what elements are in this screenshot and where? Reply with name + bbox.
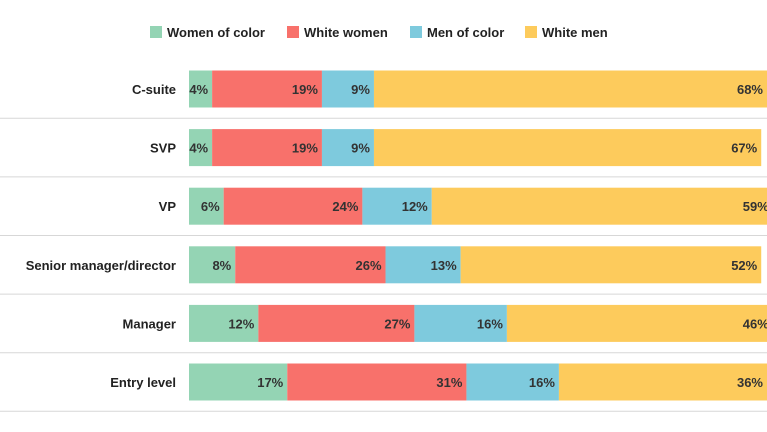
bar-segment-white-women	[258, 304, 415, 342]
bar-segment-women-of-color	[189, 363, 288, 401]
category-label: Manager	[123, 316, 176, 331]
bar-segment-white-men	[558, 363, 767, 401]
value-label: 68%	[737, 82, 763, 97]
value-label: 19%	[292, 82, 318, 97]
value-label: 9%	[351, 141, 370, 156]
legend-swatch-white-women	[287, 26, 299, 38]
bar-segment-women-of-color	[189, 246, 236, 284]
bar-segment-men-of-color	[321, 70, 374, 108]
value-label: 16%	[529, 375, 555, 390]
value-label: 12%	[402, 199, 428, 214]
value-label: 16%	[477, 316, 503, 331]
legend: Women of color White women Men of color Whi…	[150, 25, 608, 40]
chart-rows: C-suite 4% 19% 9% 68% SVP 4% 19% 9% 67% VP 6% 24% 12%…	[0, 70, 767, 412]
bar-segment-white-women	[212, 129, 322, 167]
bar-row-vp: VP 6% 24% 12% 59%	[0, 187, 767, 236]
value-label: 4%	[189, 141, 208, 156]
legend-label-men-of-color: Men of color	[427, 25, 504, 40]
value-label: 46%	[743, 316, 767, 331]
bar-segment-white-men	[460, 246, 762, 284]
value-label: 26%	[355, 258, 381, 273]
legend-swatch-white-men	[525, 26, 537, 38]
value-label: 17%	[257, 375, 283, 390]
bar-row-svp: SVP 4% 19% 9% 67%	[0, 129, 767, 178]
bar-segment-women-of-color	[189, 70, 213, 108]
bar-segment-women-of-color	[189, 187, 224, 225]
bar-segment-white-men	[431, 187, 767, 225]
bar-segment-men-of-color	[385, 246, 461, 284]
legend-swatch-men-of-color	[410, 26, 422, 38]
category-label: Senior manager/director	[26, 258, 176, 273]
value-label: 24%	[332, 199, 358, 214]
value-label: 19%	[292, 141, 318, 156]
value-label: 8%	[212, 258, 231, 273]
value-label: 52%	[731, 258, 757, 273]
legend-label-women-of-color: Women of color	[167, 25, 265, 40]
bar-segment-men-of-color	[362, 187, 432, 225]
bar-segment-men-of-color	[466, 363, 559, 401]
value-label: 27%	[384, 316, 410, 331]
legend-label-white-men: White men	[542, 25, 608, 40]
bar-segment-men-of-color	[414, 304, 507, 342]
category-label: C-suite	[132, 82, 176, 97]
category-label: SVP	[150, 141, 176, 156]
legend-swatch-women-of-color	[150, 26, 162, 38]
value-label: 9%	[351, 82, 370, 97]
value-label: 12%	[228, 316, 254, 331]
value-label: 36%	[737, 375, 763, 390]
value-label: 6%	[201, 199, 220, 214]
legend-label-white-women: White women	[304, 25, 388, 40]
category-label: VP	[159, 199, 177, 214]
bar-row-manager: Manager 12% 27% 16% 46%	[0, 304, 767, 354]
bar-segment-white-men	[373, 129, 762, 167]
bar-segment-men-of-color	[321, 129, 374, 167]
value-label: 31%	[436, 375, 462, 390]
bar-segment-white-men	[506, 304, 767, 342]
bar-segment-white-women	[223, 187, 363, 225]
bar-row-c-suite: C-suite 4% 19% 9% 68%	[0, 70, 767, 119]
bar-row-entry-level: Entry level 17% 31% 16% 36%	[0, 363, 767, 412]
value-label: 59%	[743, 199, 767, 214]
bar-segment-women-of-color	[189, 129, 213, 167]
bar-segment-women-of-color	[189, 304, 259, 342]
bar-segment-white-women	[235, 246, 386, 284]
value-label: 13%	[431, 258, 457, 273]
bar-segment-white-women	[212, 70, 322, 108]
value-label: 67%	[731, 141, 757, 156]
value-label: 4%	[189, 82, 208, 97]
bar-row-senior-manager-director: Senior manager/director 8% 26% 13% 52%	[0, 246, 767, 295]
category-label: Entry level	[110, 375, 176, 390]
bar-segment-white-women	[287, 363, 467, 401]
bar-segment-white-men	[373, 70, 767, 108]
